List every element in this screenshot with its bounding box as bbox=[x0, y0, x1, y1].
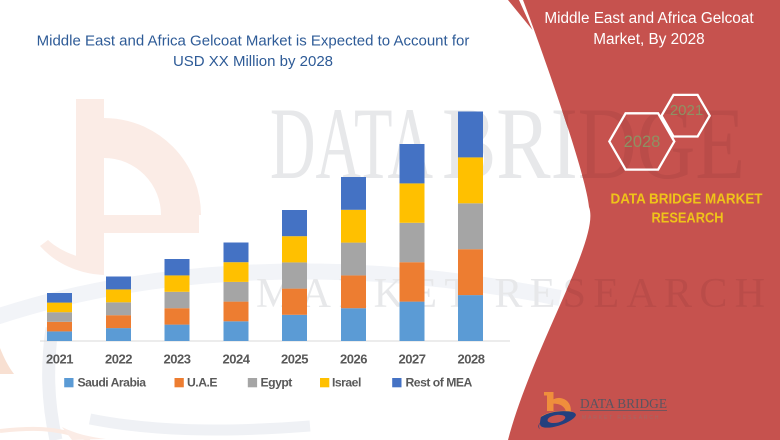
svg-text:RESEARCH: RESEARCH bbox=[652, 210, 724, 227]
svg-text:Market, By 2028: Market, By 2028 bbox=[593, 31, 704, 48]
svg-text:DATA BRIDGE: DATA BRIDGE bbox=[580, 396, 667, 411]
svg-text:2028: 2028 bbox=[458, 352, 485, 367]
svg-text:U.A.E: U.A.E bbox=[187, 376, 217, 390]
svg-text:2027: 2027 bbox=[399, 352, 426, 367]
svg-text:Middle East and Africa Gelcoat: Middle East and Africa Gelcoat bbox=[544, 10, 754, 27]
svg-text:USD XX Million by 2028: USD XX Million by 2028 bbox=[173, 53, 333, 70]
svg-text:2023: 2023 bbox=[164, 352, 191, 367]
svg-text:MARKET RESEARCH: MARKET RESEARCH bbox=[582, 415, 660, 421]
svg-text:2021: 2021 bbox=[670, 102, 703, 119]
svg-text:2026: 2026 bbox=[340, 352, 367, 367]
svg-text:2025: 2025 bbox=[281, 352, 308, 367]
svg-text:Israel: Israel bbox=[332, 376, 361, 390]
svg-text:Egypt: Egypt bbox=[261, 376, 293, 390]
svg-text:DATA BRIDGE MARKET: DATA BRIDGE MARKET bbox=[611, 191, 763, 208]
svg-text:Saudi Arabia: Saudi Arabia bbox=[78, 376, 147, 390]
svg-text:Middle East and Africa Gelcoat: Middle East and Africa Gelcoat Market is… bbox=[37, 33, 470, 50]
svg-text:2024: 2024 bbox=[223, 352, 251, 367]
svg-text:2028: 2028 bbox=[624, 133, 661, 151]
svg-text:2022: 2022 bbox=[105, 352, 132, 367]
svg-text:Rest of MEA: Rest of MEA bbox=[406, 376, 473, 390]
svg-text:2021: 2021 bbox=[46, 352, 73, 367]
